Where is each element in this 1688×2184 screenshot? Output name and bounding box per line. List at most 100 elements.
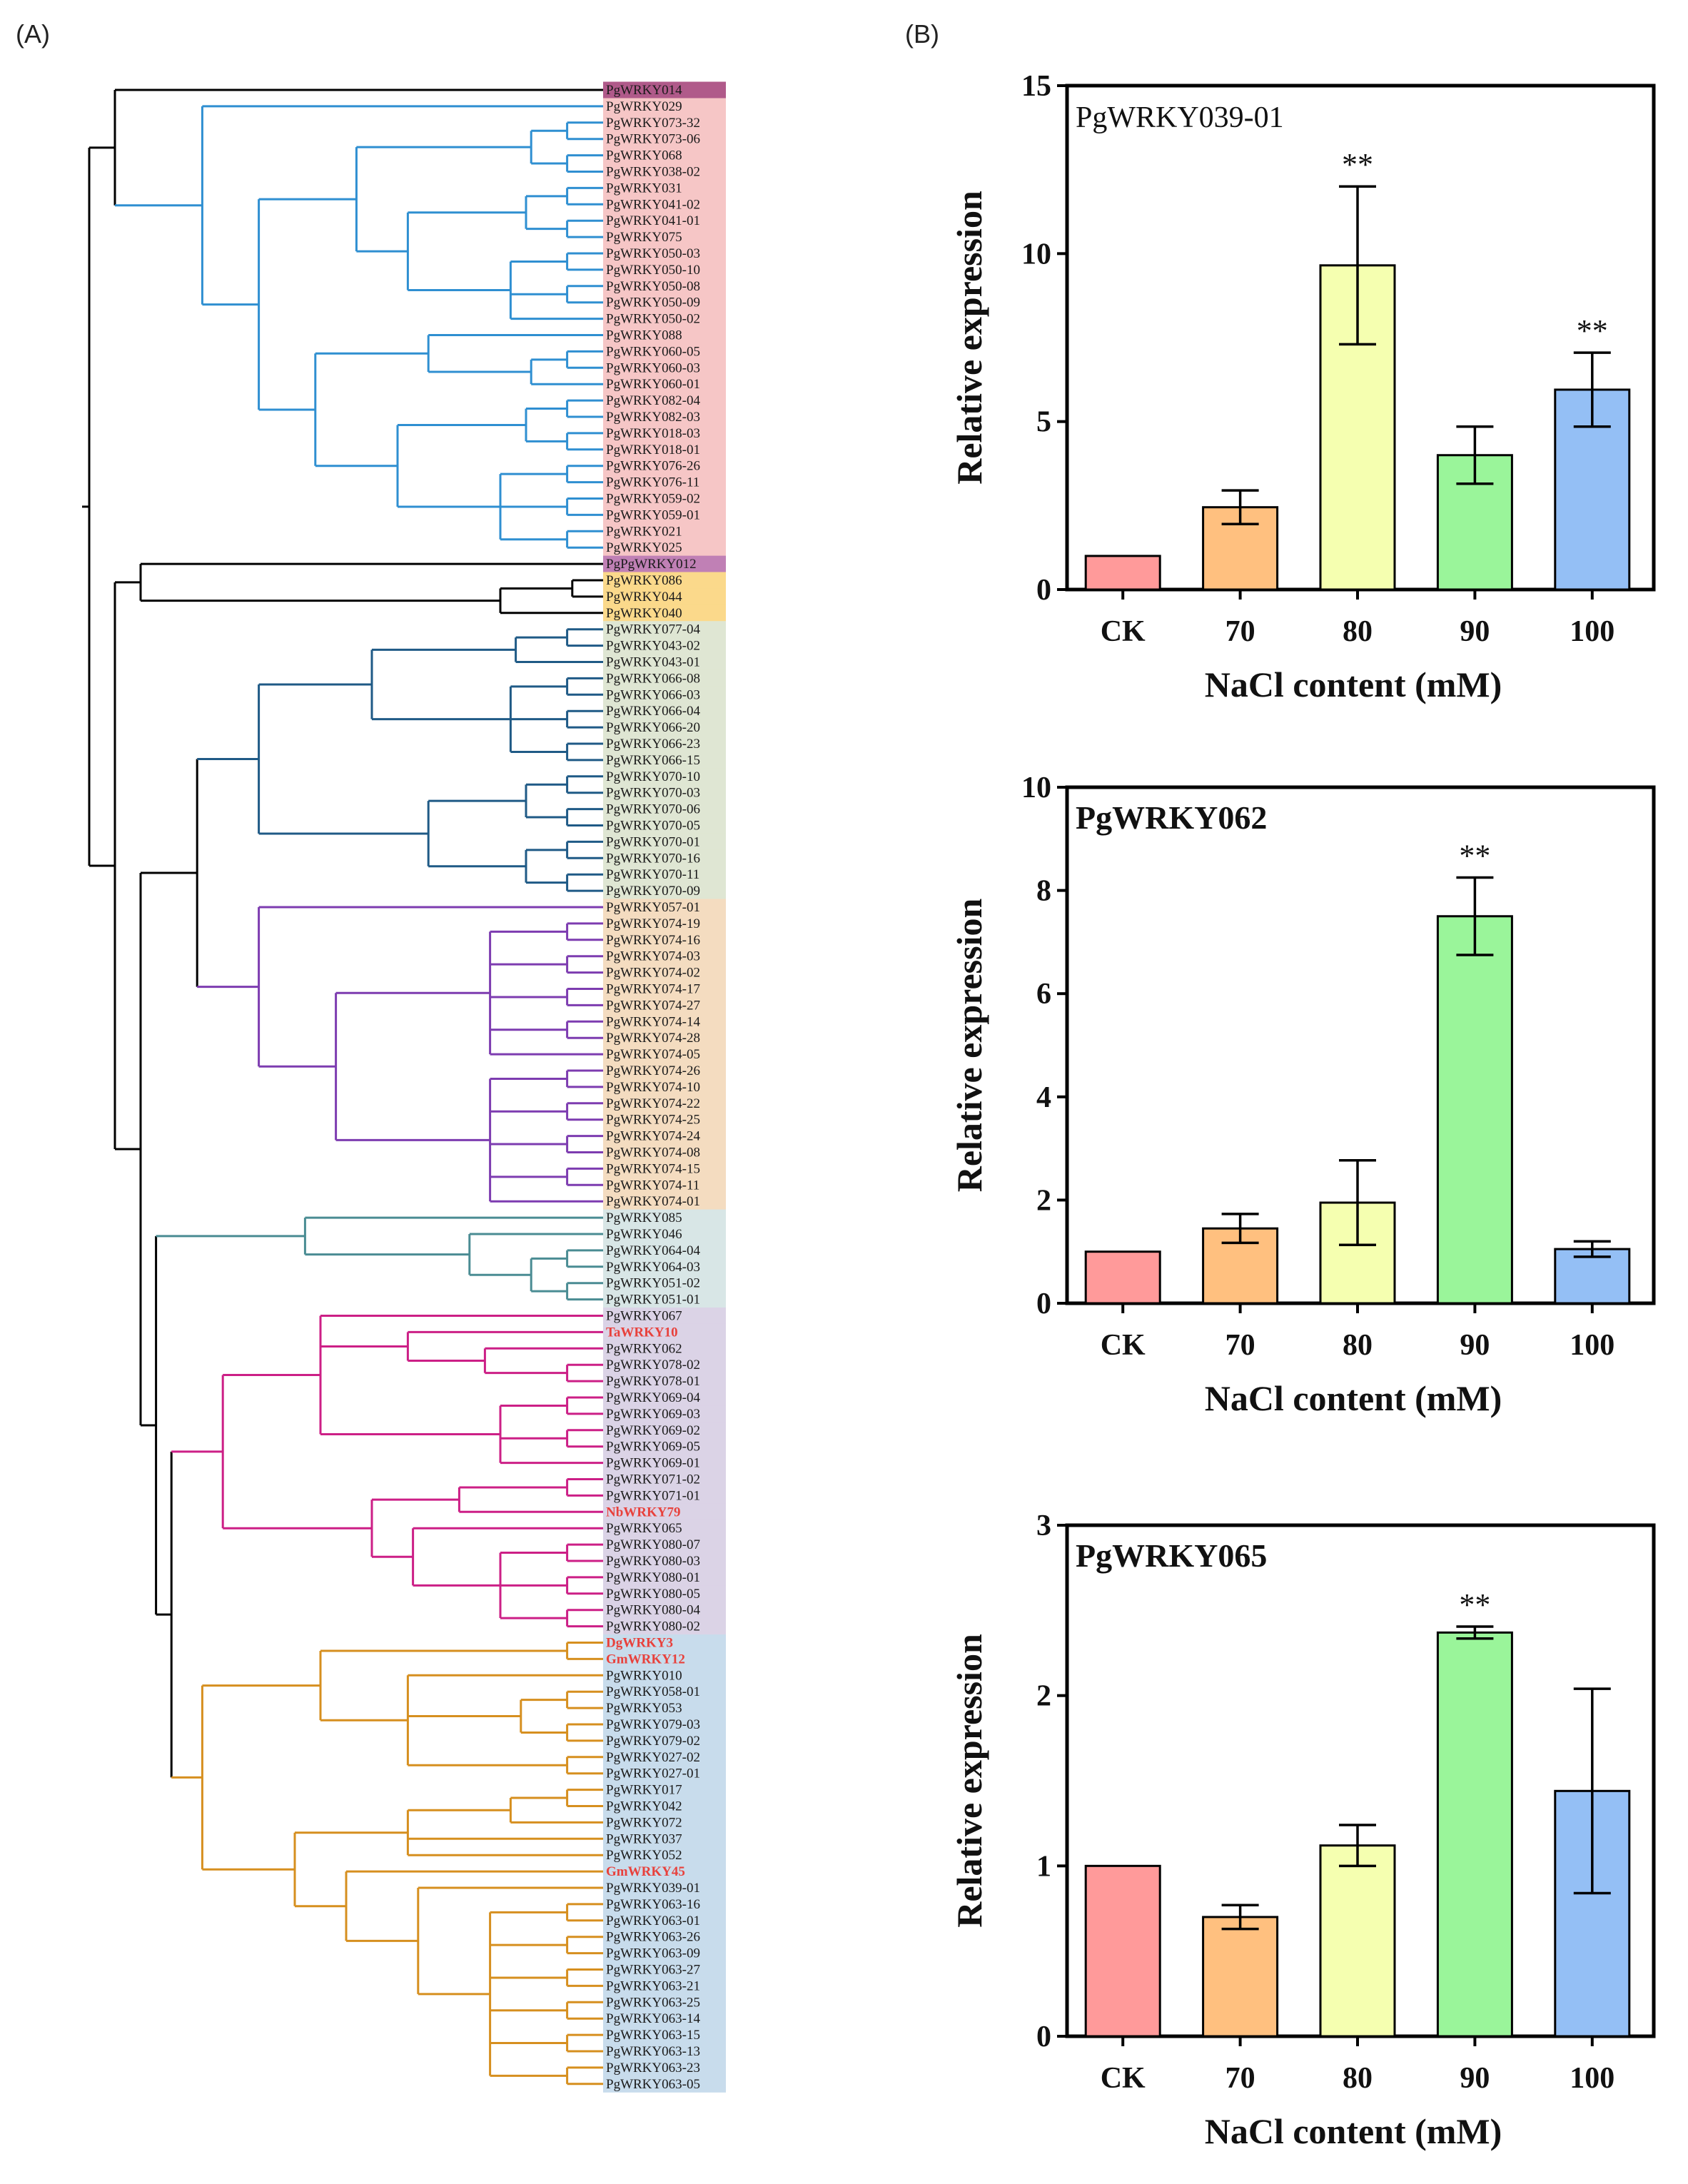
leaf-label: PgWRKY063-05 bbox=[606, 2077, 700, 2092]
clade-band bbox=[603, 2026, 726, 2044]
clade-band bbox=[603, 801, 726, 818]
x-tick-label: 70 bbox=[1225, 1329, 1255, 1362]
clade-band bbox=[603, 1471, 726, 1488]
y-axis-title: Relative expression bbox=[949, 191, 989, 485]
clade-band bbox=[603, 752, 726, 769]
y-tick-label: 4 bbox=[1036, 1081, 1051, 1114]
clade-band bbox=[603, 996, 726, 1014]
leaf-label: NbWRKY79 bbox=[606, 1505, 681, 1520]
leaf-label: PgWRKY066-20 bbox=[606, 720, 700, 735]
leaf-label: PgWRKY074-15 bbox=[606, 1161, 700, 1176]
clade-band bbox=[603, 1977, 726, 1995]
x-tick-label: 90 bbox=[1460, 615, 1490, 648]
clade-band bbox=[603, 1356, 726, 1374]
leaf-label: PgWRKY073-32 bbox=[606, 116, 700, 131]
clade-band bbox=[603, 1422, 726, 1439]
leaf-label: PgWRKY027-02 bbox=[606, 1750, 700, 1765]
leaf-label: DgWRKY3 bbox=[606, 1636, 673, 1651]
clade-band bbox=[603, 1585, 726, 1602]
clade-band bbox=[603, 1961, 726, 1978]
clade-band bbox=[603, 506, 726, 524]
x-tick-label: CK bbox=[1101, 1329, 1146, 1362]
leaf-label: PgWRKY067 bbox=[606, 1309, 682, 1324]
leaf-label: PgWRKY070-05 bbox=[606, 819, 700, 834]
clade-band bbox=[603, 1683, 726, 1701]
leaf-label: PgWRKY074-17 bbox=[606, 982, 700, 997]
leaf-label: PgWRKY029 bbox=[606, 99, 682, 114]
clade-band bbox=[603, 1749, 726, 1766]
leaf-label: PgWRKY017 bbox=[606, 1783, 682, 1798]
leaf-label: PgWRKY070-09 bbox=[606, 884, 700, 899]
clade-band bbox=[603, 1013, 726, 1031]
clade-band bbox=[603, 1602, 726, 1619]
y-tick-label: 10 bbox=[1021, 772, 1051, 804]
clade-band bbox=[603, 1340, 726, 1358]
leaf-label: PgWRKY086 bbox=[606, 573, 682, 588]
clade-band bbox=[603, 669, 726, 687]
clade-band bbox=[603, 654, 726, 671]
bar-CK bbox=[1084, 1250, 1161, 1305]
leaf-label: PgWRKY076-11 bbox=[606, 475, 699, 490]
leaf-label: PgWRKY068 bbox=[606, 148, 682, 163]
clade-band bbox=[603, 637, 726, 654]
x-tick-label: CK bbox=[1101, 2062, 1146, 2095]
clade-band bbox=[603, 1160, 726, 1178]
leaf-label: PgWRKY074-27 bbox=[606, 998, 700, 1013]
leaf-label: PgWRKY066-08 bbox=[606, 671, 700, 686]
clade-band bbox=[603, 490, 726, 507]
leaf-label: PgWRKY044 bbox=[606, 590, 682, 605]
leaf-label: PgWRKY074-19 bbox=[606, 916, 700, 931]
leaf-label: PgWRKY078-02 bbox=[606, 1358, 700, 1372]
x-axis-title: NaCl content (mM) bbox=[1205, 1378, 1502, 1418]
clade-band bbox=[603, 1650, 726, 1668]
clade-band bbox=[603, 948, 726, 965]
clade-band bbox=[603, 343, 726, 360]
clade-band bbox=[603, 1896, 726, 1913]
clade-band bbox=[603, 1144, 726, 1161]
x-tick-label: 100 bbox=[1570, 1329, 1614, 1362]
leaf-label: PgWRKY069-04 bbox=[606, 1390, 700, 1405]
clade-band bbox=[603, 1046, 726, 1063]
leaf-label: PgWRKY043-02 bbox=[606, 639, 700, 654]
leaf-label: PgWRKY059-02 bbox=[606, 492, 700, 507]
clade-band bbox=[603, 375, 726, 393]
y-tick-label: 1 bbox=[1036, 1850, 1051, 1883]
clade-band bbox=[603, 245, 726, 263]
leaf-label: PgWRKY059-01 bbox=[606, 507, 700, 522]
clade-band bbox=[603, 2043, 726, 2061]
clade-band bbox=[603, 425, 726, 442]
clade-band bbox=[603, 539, 726, 557]
leaf-label: PgWRKY052 bbox=[606, 1848, 682, 1863]
leaf-label: PgWRKY082-04 bbox=[606, 393, 700, 408]
clade-band bbox=[603, 228, 726, 246]
leaf-label: PgWRKY058-01 bbox=[606, 1684, 700, 1699]
clade-band bbox=[603, 1634, 726, 1652]
leaf-label: PgWRKY053 bbox=[606, 1701, 682, 1716]
significance-marker: ** bbox=[1577, 313, 1608, 348]
leaf-label: PgWRKY063-15 bbox=[606, 2028, 700, 2043]
y-tick-label: 0 bbox=[1036, 2021, 1051, 2053]
clade-band bbox=[603, 179, 726, 197]
clade-band bbox=[603, 1209, 726, 1227]
leaf-label: PgWRKY074-22 bbox=[606, 1096, 700, 1111]
leaf-label: PgWRKY080-03 bbox=[606, 1554, 700, 1569]
clade-band bbox=[603, 81, 726, 98]
clade-band bbox=[603, 1176, 726, 1194]
x-tick-label: 100 bbox=[1570, 2062, 1614, 2095]
clade-band bbox=[603, 2076, 726, 2093]
leaf-label: PgWRKY014 bbox=[606, 83, 682, 98]
bar-80 bbox=[1319, 1844, 1396, 2038]
bar-chart-pgwrky062: 0 2 4 6 8 10 CK 70 80 ** 90 100 PgWRKY062 NaCl conten… bbox=[949, 772, 1656, 1418]
clade-band bbox=[603, 833, 726, 851]
clade-band bbox=[603, 915, 726, 932]
clade-band bbox=[603, 522, 726, 540]
clade-band bbox=[603, 1716, 726, 1734]
leaf-label: PgWRKY064-03 bbox=[606, 1260, 700, 1275]
clade-band bbox=[603, 196, 726, 213]
x-tick-label: 90 bbox=[1460, 2062, 1490, 2095]
x-tick-label: 80 bbox=[1343, 1329, 1373, 1362]
leaf-label: PgWRKY070-03 bbox=[606, 786, 700, 801]
leaf-label: PgWRKY071-02 bbox=[606, 1472, 700, 1487]
leaf-label: PgWRKY043-01 bbox=[606, 655, 700, 670]
